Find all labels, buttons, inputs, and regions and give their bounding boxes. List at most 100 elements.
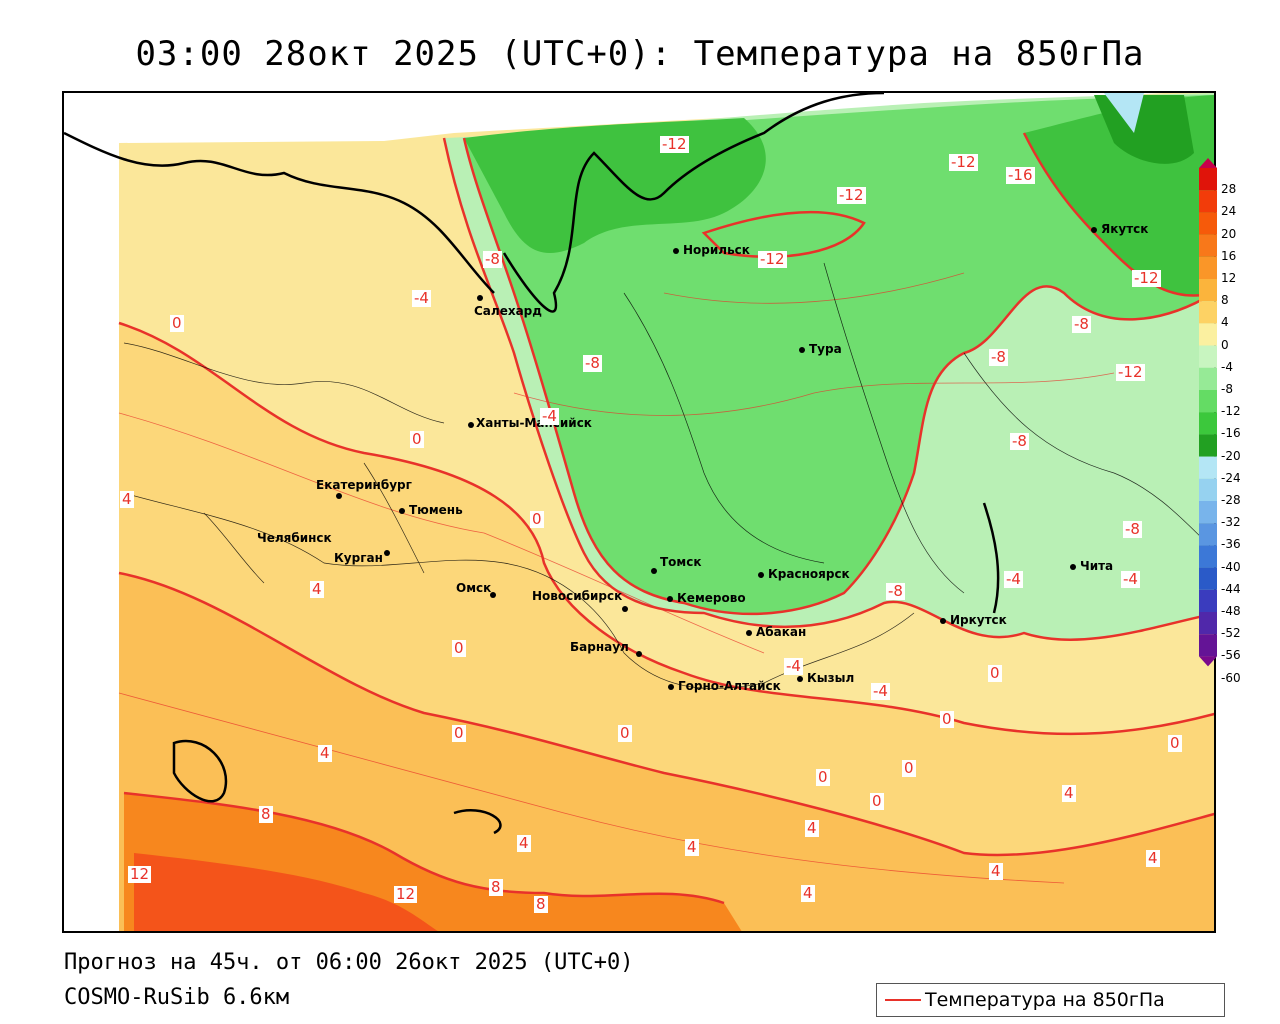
city-marker	[468, 417, 478, 431]
city-label: Курган	[334, 551, 383, 565]
scale-tick-label: -40	[1221, 559, 1241, 574]
scale-tick-label: 24	[1221, 204, 1237, 219]
contour-label: -4	[1004, 570, 1023, 588]
city-marker	[636, 646, 646, 660]
contour-label: -12	[660, 135, 689, 153]
contour-label: 0	[170, 314, 184, 332]
scale-swatch	[1199, 212, 1217, 235]
city-label: Екатеринбург	[316, 478, 412, 492]
contour-label: -8	[583, 354, 602, 372]
contour-label: -8	[1072, 315, 1091, 333]
contour-label: -12	[837, 186, 866, 204]
color-scale: 28 24 20 16 12 8 4 0 -4 -8 -12 -16 -20 -24 -28 -32 -36 -4…	[1199, 158, 1280, 688]
scale-swatch	[1199, 323, 1217, 346]
temperature-map: Норильск Якутск Салехард Тура Ханты-Манс…	[62, 91, 1216, 933]
contour-label: -8	[886, 582, 905, 600]
contour-label: 4	[310, 580, 324, 598]
scale-swatch	[1199, 168, 1217, 191]
city-label: Томск	[660, 555, 702, 569]
city-marker	[622, 601, 632, 615]
scale-tick-label: -4	[1221, 359, 1233, 374]
contour-label: -12	[949, 153, 978, 171]
scale-tick-label: -52	[1221, 626, 1241, 641]
scale-swatch	[1199, 279, 1217, 302]
city-marker: Чита	[1070, 559, 1113, 573]
contour-label: -4	[412, 289, 431, 307]
city-marker: Иркутск	[940, 613, 1007, 627]
scale-bottom-arrow	[1199, 656, 1217, 667]
contour-label: 0	[410, 430, 424, 448]
contour-label: -16	[1006, 166, 1035, 184]
contour-label: -12	[1116, 363, 1145, 381]
city-marker: Кемерово	[667, 591, 746, 605]
scale-tick-label: 12	[1221, 271, 1237, 285]
scale-swatch	[1199, 345, 1217, 368]
scale-tick-label: 16	[1221, 248, 1237, 263]
scale-swatch	[1199, 412, 1217, 435]
scale-swatch	[1199, 501, 1217, 524]
scale-tick-label: -12	[1221, 404, 1241, 419]
contour-label: 0	[902, 759, 916, 777]
scale-tick-label: -24	[1221, 470, 1241, 485]
contour-label: 0	[940, 710, 954, 728]
city-marker	[384, 545, 394, 559]
scale-swatch	[1199, 634, 1217, 657]
contour-label: -8	[483, 250, 502, 268]
city-label: Челябинск	[257, 531, 332, 545]
contour-label: 0	[1168, 734, 1182, 752]
legend: Температура на 850гПа	[876, 983, 1225, 1017]
scale-swatch	[1199, 434, 1217, 457]
contour-label: 8	[489, 878, 503, 896]
city-marker	[651, 563, 661, 577]
contour-label: -4	[784, 657, 803, 675]
scale-tick-label: -44	[1221, 581, 1241, 596]
scale-swatch	[1199, 234, 1217, 257]
scale-swatch	[1199, 545, 1217, 568]
scale-swatch	[1199, 390, 1217, 413]
contour-label: 4	[517, 834, 531, 852]
contour-label: 0	[452, 639, 466, 657]
contour-label: -8	[1010, 432, 1029, 450]
scale-tick-label: -56	[1221, 648, 1241, 663]
city-marker: Абакан	[746, 625, 806, 639]
city-label: Новосибирск	[532, 589, 623, 603]
city-marker: Тюмень	[399, 503, 463, 517]
contour-label: 0	[870, 792, 884, 810]
contour-label: 0	[530, 510, 544, 528]
city-label: Ханты-Мансийск	[476, 416, 592, 430]
scale-tick-label: -16	[1221, 426, 1241, 441]
scale-swatch	[1199, 523, 1217, 546]
scale-swatch	[1199, 301, 1217, 324]
scale-swatch	[1199, 256, 1217, 279]
scale-swatch	[1199, 478, 1217, 501]
contour-label: 8	[259, 805, 273, 823]
contour-label: -4	[540, 407, 559, 425]
city-label: Салехард	[474, 304, 542, 318]
contour-label: 4	[1062, 784, 1076, 802]
city-label: Барнаул	[570, 640, 629, 654]
scale-swatch	[1199, 190, 1217, 213]
color-scale-bar	[1199, 158, 1217, 667]
city-marker: Красноярск	[758, 567, 850, 581]
temperature-field	[64, 93, 1214, 931]
contour-label: 4	[318, 744, 332, 762]
scale-tick-label: 8	[1221, 293, 1229, 308]
scale-tick-label: -36	[1221, 537, 1241, 552]
contour-label: 4	[1146, 849, 1160, 867]
contour-label: -4	[1121, 570, 1140, 588]
contour-label: -12	[1132, 269, 1161, 287]
contour-label: -8	[989, 348, 1008, 366]
scale-swatch	[1199, 367, 1217, 390]
scale-swatch	[1199, 567, 1217, 590]
map-title: 03:00 28окт 2025 (UTC+0): Температура на…	[135, 34, 1145, 74]
city-marker: Кызыл	[797, 671, 854, 685]
scale-swatch	[1199, 612, 1217, 635]
contour-label: 4	[989, 862, 1003, 880]
scale-tick-label: 20	[1221, 226, 1237, 241]
scale-top-arrow	[1199, 158, 1217, 168]
contour-label: 12	[394, 885, 418, 903]
contour-label: 4	[801, 884, 815, 902]
contour-label: 8	[534, 895, 548, 913]
city-marker: Горно-Алтайск	[668, 679, 781, 693]
city-marker: Тура	[799, 342, 842, 356]
